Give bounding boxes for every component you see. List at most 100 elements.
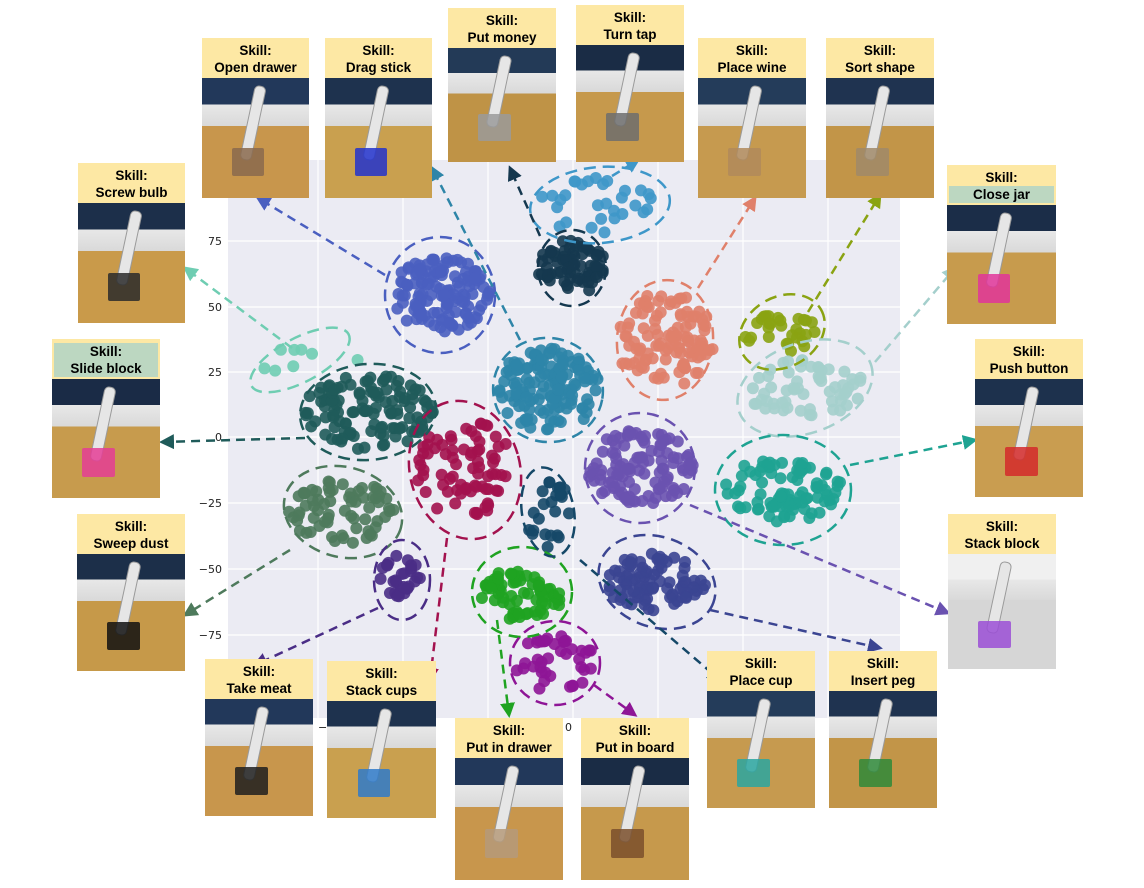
cluster-point — [457, 443, 470, 456]
cluster-point — [504, 567, 517, 580]
cluster-ellipse — [519, 466, 577, 558]
cluster-point — [794, 404, 807, 417]
cluster-point — [304, 526, 317, 539]
cluster-ellipse — [407, 399, 523, 541]
cluster-point — [405, 559, 418, 572]
cluster-point — [431, 502, 444, 515]
card-header: Skill: Stack cups — [327, 661, 436, 701]
cluster-point — [533, 682, 546, 695]
scene-image — [205, 699, 313, 816]
cluster-point — [444, 430, 457, 443]
cluster-point — [810, 477, 823, 490]
card-header: Skill: Sweep dust — [77, 514, 185, 554]
card-header: Skill: Put in board — [581, 718, 689, 758]
cluster-ellipse — [597, 533, 717, 631]
cluster-point — [287, 360, 300, 373]
cluster-point — [541, 632, 554, 645]
cluster-point — [351, 442, 364, 455]
card-header: Skill: Turn tap — [576, 5, 684, 45]
cluster-point — [363, 501, 376, 514]
cluster-point — [499, 437, 512, 450]
cluster-point — [392, 590, 405, 603]
cluster-point — [387, 503, 400, 516]
cluster-point — [564, 680, 577, 693]
cluster-point — [671, 321, 684, 334]
cluster-point — [611, 468, 624, 481]
cluster-point — [378, 511, 391, 524]
cluster-ellipse — [470, 545, 574, 639]
xtick-label: 0 — [565, 721, 572, 734]
card-header: Skill: Insert peg — [829, 651, 937, 691]
cluster-point — [796, 457, 809, 470]
cluster-point — [657, 462, 670, 475]
cluster-point — [732, 500, 745, 513]
card-header: Skill: Put in drawer — [455, 718, 563, 758]
cluster-point — [393, 422, 406, 435]
cluster-point — [470, 480, 483, 493]
cluster-point — [447, 288, 460, 301]
cluster-point — [411, 571, 424, 584]
cluster-point — [608, 212, 621, 225]
cluster-point — [523, 376, 536, 389]
scene-image — [826, 78, 934, 198]
cluster-point — [639, 430, 652, 443]
cluster-point — [367, 386, 380, 399]
cluster-point — [412, 474, 425, 487]
cluster-point — [380, 383, 393, 396]
cluster-point — [336, 478, 349, 491]
cluster-point — [543, 476, 556, 489]
cluster-point — [675, 309, 688, 322]
cluster-point — [353, 388, 366, 401]
scene-object-icon — [737, 758, 770, 787]
cluster-point — [449, 497, 462, 510]
cluster-point — [680, 591, 693, 604]
card-stack-block: Skill: Stack block — [948, 514, 1056, 669]
scene-object-icon — [235, 766, 268, 795]
arrow-layer — [159, 158, 978, 718]
cluster-point — [473, 461, 486, 474]
cluster-point — [527, 506, 540, 519]
cluster-layer — [258, 171, 867, 695]
cluster-point — [840, 386, 853, 399]
card-stack-cups: Skill: Stack cups — [327, 661, 436, 818]
cluster-point — [536, 485, 549, 498]
cluster-point — [734, 480, 747, 493]
cluster-point — [541, 540, 554, 553]
cluster-point — [490, 484, 503, 497]
cluster-point — [422, 277, 435, 290]
scene-image — [948, 554, 1056, 669]
cluster-point — [350, 522, 363, 535]
cluster-ellipse — [713, 433, 853, 547]
scene-image — [202, 78, 309, 198]
cluster-point — [499, 470, 512, 483]
cluster-point — [597, 178, 610, 191]
cluster-point — [651, 328, 664, 341]
pointer-arrow — [593, 683, 638, 717]
cluster-point — [542, 268, 555, 281]
scene-image — [455, 758, 563, 880]
cluster-point — [630, 342, 643, 355]
cluster-point — [372, 496, 385, 509]
cluster-point — [776, 396, 789, 409]
cluster-point — [576, 248, 589, 261]
cluster-point — [468, 506, 481, 519]
cluster-point — [676, 569, 689, 582]
card-open-drawer: Skill: Open drawer — [202, 38, 309, 198]
cluster-point — [637, 322, 650, 335]
cluster-point — [628, 357, 641, 370]
cluster-point — [546, 189, 559, 202]
cluster-point — [336, 529, 349, 542]
cluster-point — [473, 435, 486, 448]
cluster-point — [573, 653, 586, 666]
cluster-ellipse — [738, 293, 826, 371]
cluster-point — [639, 594, 652, 607]
cluster-point — [659, 344, 672, 357]
cluster-point — [637, 361, 650, 374]
cluster-point — [762, 370, 775, 383]
pointer-arrow — [507, 165, 542, 237]
cluster-point — [763, 510, 776, 523]
cluster-point — [450, 458, 463, 471]
cluster-ellipse — [528, 165, 672, 245]
ytick-label: −75 — [199, 629, 222, 642]
cluster-point — [398, 289, 411, 302]
